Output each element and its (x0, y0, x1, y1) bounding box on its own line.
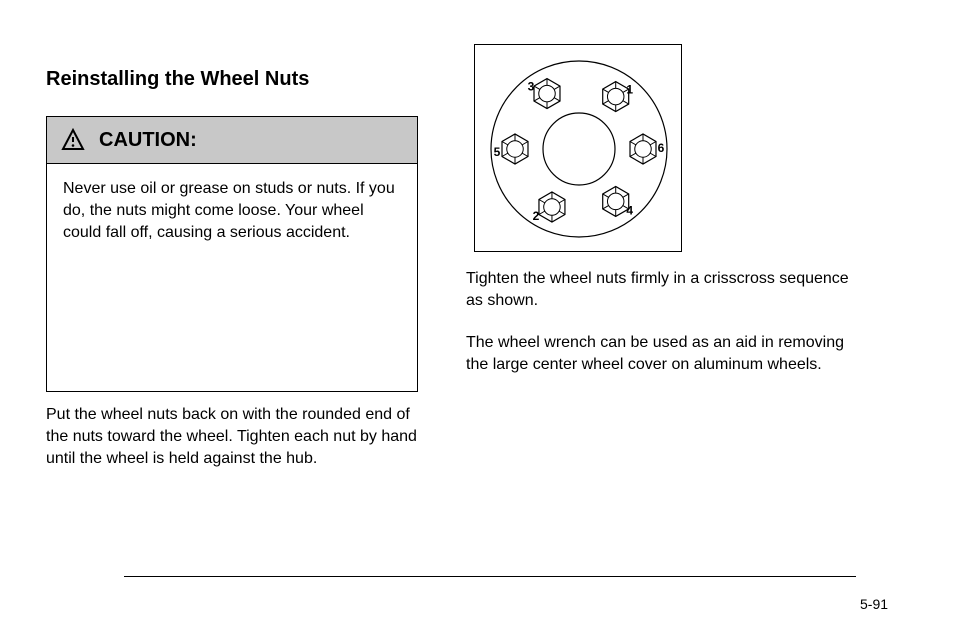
svg-text:2: 2 (533, 209, 540, 223)
diagram-svg: 1 2 3 4 5 6 (475, 45, 683, 253)
caution-header: CAUTION: (47, 117, 417, 164)
body-text-left: Put the wheel nuts back on with the roun… (46, 404, 418, 470)
warning-icon (61, 128, 85, 152)
wheel-nut-sequence-diagram: 1 2 3 4 5 6 (474, 44, 682, 252)
svg-text:3: 3 (528, 80, 535, 94)
svg-text:5: 5 (494, 145, 501, 159)
svg-text:6: 6 (658, 141, 665, 155)
wrench-note-text: The wheel wrench can be used as an aid i… (466, 332, 862, 376)
footer-rule (124, 576, 856, 577)
caution-body-text: Never use oil or grease on studs or nuts… (47, 164, 417, 258)
section-heading: Reinstalling the Wheel Nuts (46, 68, 309, 91)
page-number: 5-91 (860, 596, 888, 612)
svg-text:1: 1 (626, 83, 633, 97)
caution-box: CAUTION: Never use oil or grease on stud… (46, 116, 418, 392)
body-text-right: Tighten the wheel nuts firmly in a criss… (466, 268, 862, 312)
page: Reinstalling the Wheel Nuts CAUTION: Nev… (0, 0, 954, 636)
svg-text:4: 4 (626, 204, 633, 218)
caution-label: CAUTION: (99, 129, 197, 152)
